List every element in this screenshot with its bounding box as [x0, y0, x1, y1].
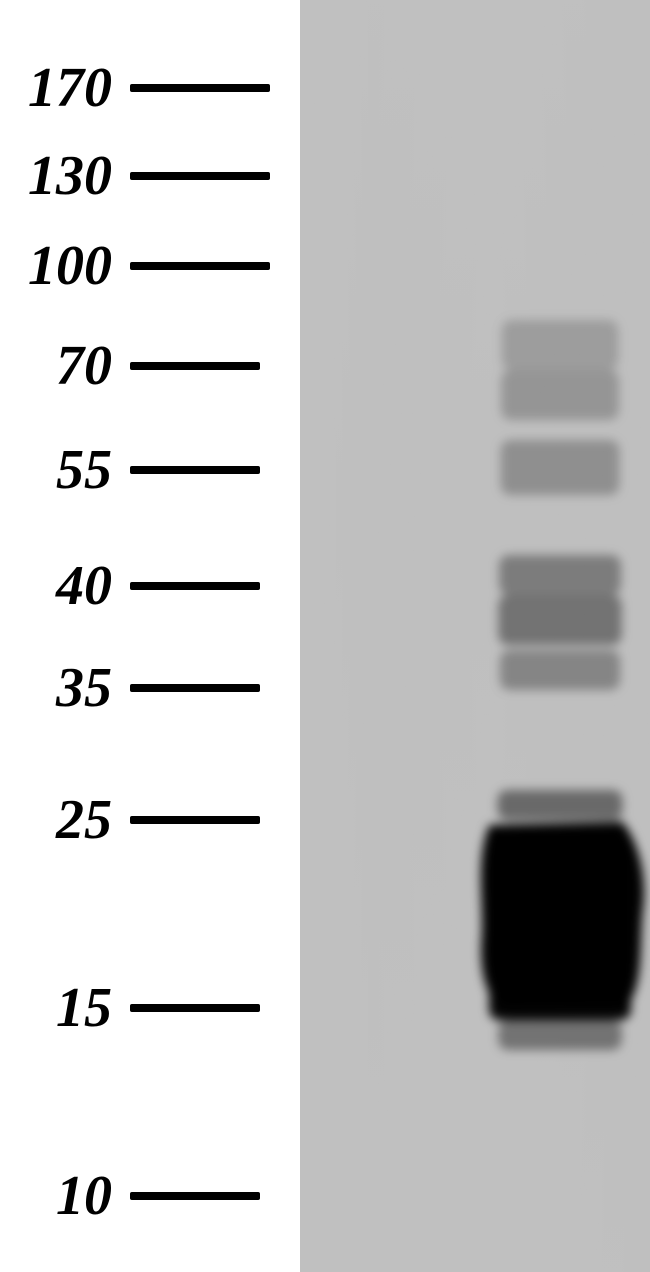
- blot-band: [502, 320, 618, 370]
- blot-svg: [300, 0, 650, 1272]
- blot-band: [497, 790, 622, 820]
- marker-label: 170: [0, 56, 130, 120]
- marker-row: 170: [0, 56, 280, 120]
- blot-band: [500, 650, 620, 690]
- marker-row: 130: [0, 144, 280, 208]
- marker-tick: [130, 1192, 260, 1200]
- marker-row: 70: [0, 334, 280, 398]
- marker-label: 55: [0, 438, 130, 502]
- marker-label: 70: [0, 334, 130, 398]
- blot-band: [499, 555, 621, 595]
- marker-tick: [130, 172, 270, 180]
- marker-row: 15: [0, 976, 280, 1040]
- marker-label: 25: [0, 788, 130, 852]
- marker-tick: [130, 816, 260, 824]
- marker-row: 10: [0, 1164, 280, 1228]
- marker-label: 15: [0, 976, 130, 1040]
- blot-band: [501, 370, 619, 420]
- blot-band: [498, 1020, 622, 1050]
- marker-label: 100: [0, 234, 130, 298]
- marker-row: 25: [0, 788, 280, 852]
- marker-label: 10: [0, 1164, 130, 1228]
- marker-row: 35: [0, 656, 280, 720]
- marker-tick: [130, 582, 260, 590]
- western-blot-figure: 170 130 100 70 55 40 35 25 15 10: [0, 0, 650, 1272]
- marker-row: 55: [0, 438, 280, 502]
- marker-row: 100: [0, 234, 280, 298]
- marker-tick: [130, 84, 270, 92]
- blot-band: [501, 440, 620, 495]
- marker-tick: [130, 262, 270, 270]
- mw-ladder: 170 130 100 70 55 40 35 25 15 10: [0, 0, 300, 1272]
- marker-label: 40: [0, 554, 130, 618]
- marker-tick: [130, 1004, 260, 1012]
- blot-membrane: [300, 0, 650, 1272]
- blot-band: [498, 595, 622, 645]
- marker-tick: [130, 466, 260, 474]
- marker-tick: [130, 684, 260, 692]
- marker-row: 40: [0, 554, 280, 618]
- marker-label: 130: [0, 144, 130, 208]
- blot-band-core: [481, 822, 644, 1010]
- marker-tick: [130, 362, 260, 370]
- marker-label: 35: [0, 656, 130, 720]
